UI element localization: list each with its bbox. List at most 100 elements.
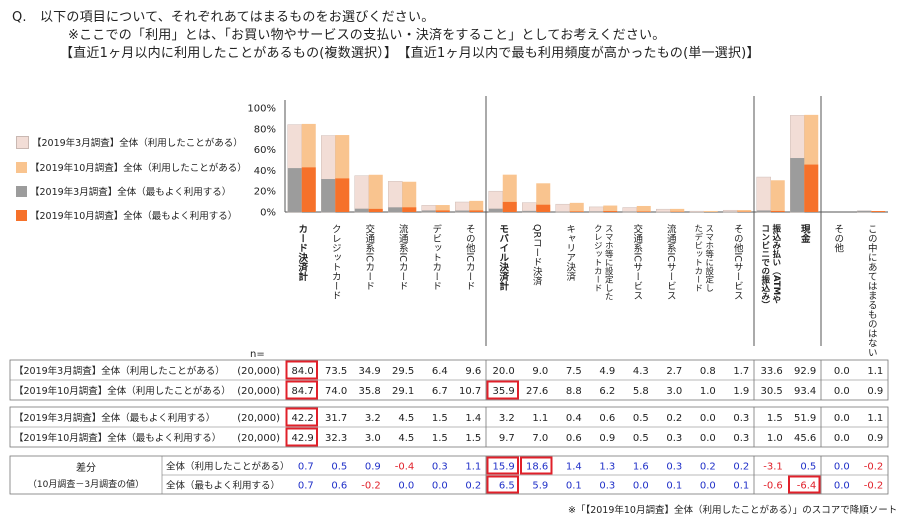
table-cell: 0.3	[666, 433, 682, 444]
category-label: 振込み払い（ATMや	[771, 223, 782, 304]
table-row-label: 【2019年3月調査】全体（最もよく利用する）	[14, 412, 215, 424]
bar-oct-most	[871, 211, 886, 212]
highlight-box	[285, 380, 318, 400]
table-cell: 1.0	[700, 386, 716, 397]
table-cell: 6.2	[599, 386, 615, 397]
diff-cell: 1.4	[566, 462, 582, 473]
category-label: その他ICサービス	[732, 224, 744, 300]
table-cell: 4.5	[398, 433, 414, 444]
category-label: モバイル決済計	[497, 224, 509, 291]
table-cell: 0.0	[834, 366, 850, 377]
table-cell: 29.5	[392, 366, 414, 377]
highlight-box	[486, 475, 519, 494]
table-cell: 3.0	[666, 386, 682, 397]
bar-oct-used	[670, 208, 685, 212]
table-cell: 3.0	[365, 433, 381, 444]
highlight-box	[486, 456, 519, 475]
table-cell: 31.7	[325, 413, 347, 424]
table-cell: 4.9	[599, 366, 615, 377]
table-row-n: (20,000)	[237, 433, 280, 444]
diff-title: 差分	[76, 461, 96, 474]
highlight-box	[285, 427, 318, 447]
table-cell: 1.1	[867, 366, 883, 377]
table-cell: 1.1	[867, 413, 883, 424]
category-label: クレジットカード	[592, 224, 602, 292]
bar-mar-used	[522, 202, 537, 213]
table-cell: 0.3	[733, 433, 749, 444]
diff-cell: 1.6	[633, 462, 649, 473]
diff-cell: 0.5	[331, 462, 347, 473]
bar-oct-used	[603, 205, 618, 212]
table-row-n: (20,000)	[237, 386, 280, 397]
category-label: 交通系ICカード	[363, 223, 375, 290]
bar-oct-most	[804, 164, 819, 212]
table-row-n: (20,000)	[237, 413, 280, 424]
table-cell: 74.0	[325, 386, 347, 397]
table-cell: 1.5	[767, 413, 783, 424]
legend-item-oct-used: 【2019年10月調査】全体（利用したことがある）	[16, 160, 247, 174]
table-cell: 9.6	[465, 366, 481, 377]
table-cell: 1.5	[465, 433, 481, 444]
bar-mar-used	[622, 207, 637, 213]
table-cell: 84.0	[291, 366, 313, 377]
highlight-box	[285, 407, 318, 427]
diff-cell: -0.2	[361, 481, 381, 492]
table-row-label: 【2019年10月調査】全体（最もよく利用する）	[14, 432, 221, 444]
bar-oct-used	[737, 210, 752, 212]
bar-mar-used	[455, 201, 470, 213]
table-cell: 6.4	[432, 366, 448, 377]
bar-mar-most	[857, 210, 872, 212]
legend-item-mar-most: 【2019年3月調査】全体（最もよく利用する）	[16, 184, 231, 198]
table-cell: 35.9	[492, 386, 514, 397]
category-label: 交通系ICサービス	[631, 223, 643, 300]
y-tick-label: 80%	[254, 124, 276, 135]
diff-cell: 1.1	[465, 462, 481, 473]
table-cell: 1.1	[532, 413, 548, 424]
table-cell: 1.4	[465, 413, 481, 424]
bar-oct-most	[335, 178, 350, 212]
legend-label: 【2019年10月調査】全体（利用したことがある）	[30, 163, 247, 174]
bar-oct-most	[636, 211, 651, 212]
diff-cell: -0.2	[864, 481, 884, 492]
diff-cell: 0.5	[800, 462, 816, 473]
diff-cell: 1.3	[599, 462, 615, 473]
table-cell: 0.0	[834, 433, 850, 444]
footnote: ※「【2019年10月調査】全体（利用したことがある）」のスコアで降順ソート	[568, 505, 898, 516]
diff-cell: 0.3	[432, 462, 448, 473]
diff-cell: 18.6	[526, 462, 548, 473]
bar-mar-most	[388, 207, 403, 212]
table-cell: 9.7	[499, 433, 515, 444]
bar-oct-most	[603, 211, 618, 212]
table-cell: 0.0	[700, 433, 716, 444]
bar-oct-most	[469, 210, 484, 212]
table-cell: 7.5	[566, 366, 582, 377]
table-cell: 8.8	[566, 386, 582, 397]
bar-oct-most	[536, 204, 551, 212]
table-cell: 42.9	[291, 433, 313, 444]
bar-oct-used	[469, 200, 484, 212]
question-line-1: Q. 以下の項目について、それぞれあてはまるものをお選びください。	[12, 10, 435, 25]
category-label: スマホ等に設定した	[603, 224, 613, 301]
table-cell: 73.5	[325, 366, 347, 377]
table-cell: 0.9	[867, 386, 883, 397]
diff-cell: 0.0	[398, 481, 414, 492]
category-label: カード決済計	[296, 224, 308, 282]
diff-cell: 0.1	[566, 481, 582, 492]
bar-oct-used	[368, 174, 383, 212]
category-label: 流通系ICカード	[397, 223, 409, 290]
legend-label: 【2019年3月調査】全体（最もよく利用する）	[30, 187, 232, 198]
diff-row-label: 全体（利用したことがある）	[166, 461, 290, 473]
category-label: 流通系ICサービス	[665, 223, 677, 300]
legend-swatch	[16, 185, 27, 197]
diff-cell: 0.9	[365, 462, 381, 473]
category-label: キャリア決済	[564, 224, 576, 282]
table-cell: 42.2	[291, 413, 313, 424]
bar-mar-most	[589, 211, 604, 212]
bar-mar-used	[589, 206, 604, 213]
table-cell: 1.5	[432, 413, 448, 424]
diff-cell: 0.7	[298, 462, 314, 473]
table-cell: 1.7	[733, 366, 749, 377]
bar-mar-used	[756, 176, 771, 213]
table-cell: 29.1	[392, 386, 414, 397]
y-tick-label: 60%	[254, 145, 276, 156]
